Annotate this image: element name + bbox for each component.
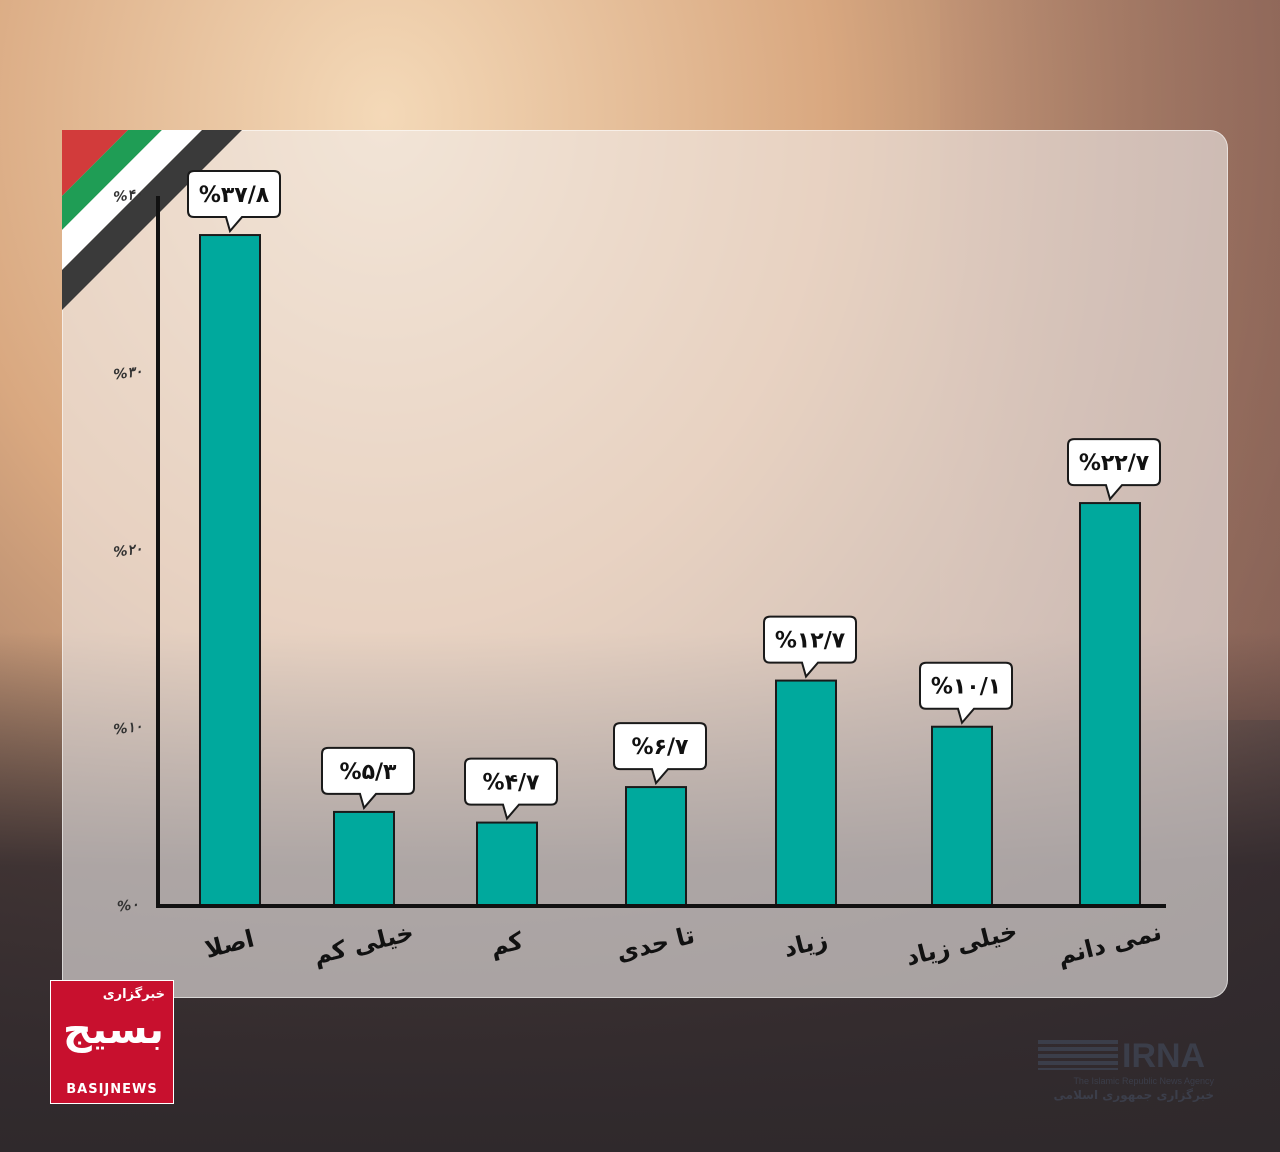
- value-callouts: %۳۷/۸ %۵/۳ %۴/۷ %۶/۷ %۱۲/۷ %۱۰/۱ %۲۲/۷: [187, 170, 1161, 821]
- y-tick-label: %۰: [116, 897, 140, 916]
- value-callout-box: [763, 615, 857, 679]
- bar: [333, 810, 395, 907]
- x-category-label: نمی دانم: [1055, 918, 1165, 971]
- basij-logo-top-text: خبرگزاری: [102, 987, 165, 1002]
- value-label: %۶/۷: [632, 735, 690, 760]
- bars: [199, 234, 1141, 908]
- bar: [775, 679, 837, 908]
- basij-logo-mark: بسیج: [63, 1007, 164, 1053]
- bar: [1079, 502, 1141, 907]
- bar: [476, 821, 538, 908]
- y-tick-label: %۲۰: [112, 541, 143, 561]
- x-category-label: زیاد: [781, 925, 831, 963]
- irna-subtitle-fa: خبرگزاری جمهوری اسلامی: [1053, 1088, 1214, 1102]
- basij-logo-bottom-text: BASIJNEWS: [66, 1082, 158, 1097]
- bar: [199, 234, 261, 908]
- x-category-label: تا حدی: [614, 921, 698, 967]
- value-label: %۲۲/۷: [1079, 451, 1150, 476]
- value-callout-box: [1067, 438, 1161, 502]
- bar: [931, 725, 993, 907]
- value-label: %۴/۷: [483, 771, 541, 796]
- value-label: %۱۲/۷: [775, 629, 846, 654]
- y-tick-label: %۴۰: [112, 186, 143, 206]
- irna-subtitle-en: The Islamic Republic News Agency: [1073, 1076, 1214, 1086]
- x-category-label: خیلی کم: [310, 918, 416, 970]
- irna-wordmark: IRNA: [1122, 1037, 1206, 1075]
- value-label: %۱۰/۱: [931, 675, 1001, 700]
- irna-logo: IRNA The Islamic Republic News Agency خب…: [1036, 1036, 1214, 1104]
- value-label: %۵/۳: [340, 760, 398, 785]
- bar: [625, 786, 687, 908]
- value-callout-box: [919, 661, 1013, 725]
- x-axis-labels: اصلا خیلی کم کم تا حدی زیاد خیلی زیاد نمی دانم: [202, 917, 1164, 972]
- value-callout-box: [187, 170, 281, 234]
- value-label: %۳۷/۸: [199, 183, 270, 208]
- x-category-label: اصلا: [202, 924, 257, 963]
- value-callout-box: [613, 722, 707, 786]
- x-category-label: کم: [487, 927, 526, 962]
- basij-news-logo: خبرگزاری بسیج BASIJNEWS: [50, 980, 174, 1104]
- value-callout-box: [464, 757, 558, 821]
- irna-stripes-icon: [1038, 1040, 1118, 1070]
- y-axis-ticks: %۰ %۱۰ %۲۰ %۳۰ %۴۰: [112, 186, 143, 915]
- value-callout-box: [321, 746, 415, 810]
- y-tick-label: %۳۰: [112, 364, 143, 384]
- y-tick-label: %۱۰: [112, 719, 143, 739]
- x-category-label: خیلی زیاد: [903, 917, 1020, 972]
